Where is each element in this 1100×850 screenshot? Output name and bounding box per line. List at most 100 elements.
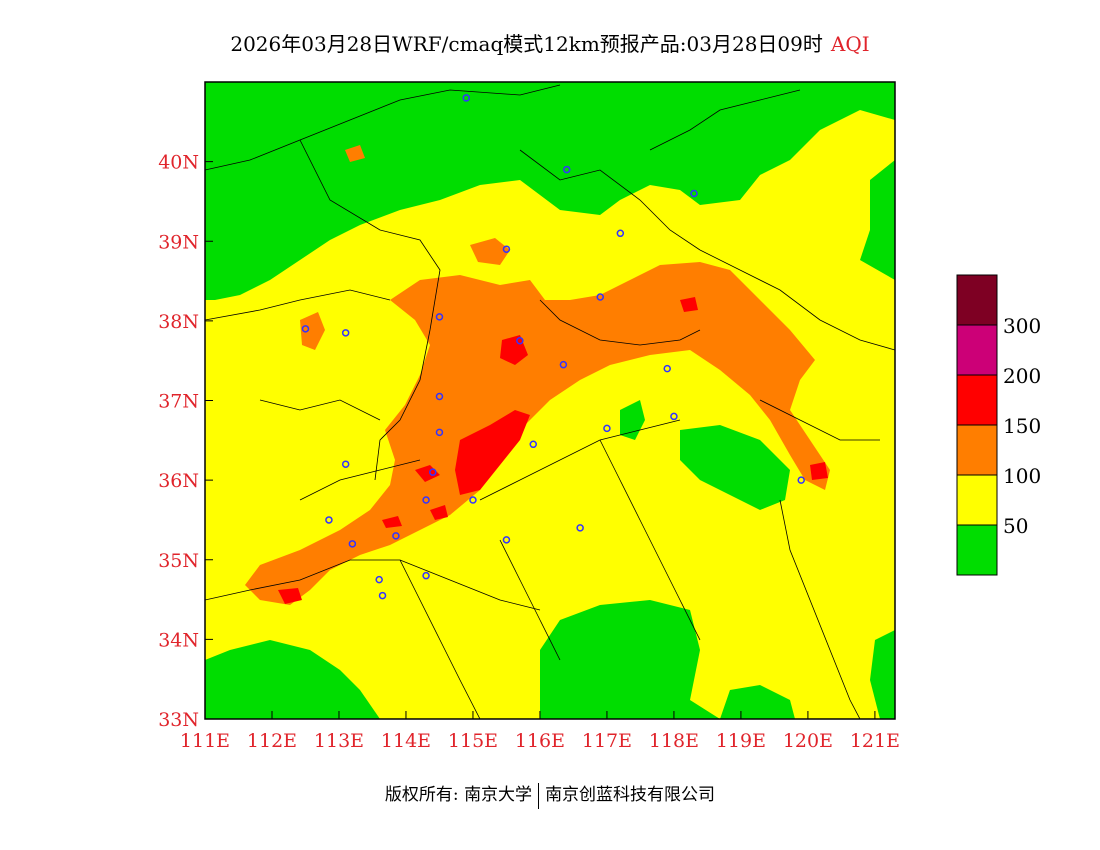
city-marker [616,229,625,238]
lon-tick-label: 114E [381,730,431,752]
aqi-red-patch-6 [680,297,698,312]
title-aqi-tag: AQI [830,32,870,56]
city-marker [516,337,524,345]
city-marker [422,496,430,504]
aqi-green-east-patch [680,425,790,510]
city-marker [562,165,571,174]
city-marker [690,189,698,198]
aqi-green-northeast [860,160,895,280]
city-marker [378,591,387,600]
city-marker [502,245,511,253]
lat-tick-label: 37N [158,391,199,413]
boundary-line [539,299,701,346]
lon-tick-label: 119E [716,730,766,752]
aqi-legend: 300 200 150 100 50 [956,274,1041,576]
city-marker [429,468,437,476]
boundary-line [499,539,561,661]
legend-label-50: 50 [1003,514,1028,538]
copyright-footer: 版权所有: 南京大学 南京创蓝科技有限公司 [0,780,1100,809]
boundary-line [205,84,561,171]
lon-tick-label: 113E [314,730,364,752]
legend-label-300: 300 [1003,314,1041,338]
legend-label-100: 100 [1003,464,1041,488]
aqi-red-patch-1 [500,335,528,365]
city-marker [603,424,611,433]
lat-tick-label: 33N [158,709,199,731]
boundary-line [649,89,801,151]
aqi-red-central [455,410,530,495]
boundary-line [599,439,701,641]
legend-band-200-300 [956,324,998,376]
city-marker [435,428,444,437]
aqi-red-patch-4 [430,505,448,520]
aqi-green-southeast [720,685,795,719]
legend-label-150: 150 [1003,414,1041,438]
lon-tick-label: 118E [649,730,699,752]
copyright-org2: 南京创蓝科技有限公司 [545,785,716,805]
aqi-red-patch-3 [382,516,402,528]
title-text: 2026年03月28日WRF/cmaq模式12km预报产品:03月28日09时 [230,32,823,56]
boundary-line [399,559,481,719]
city-marker [670,412,678,421]
aqi-orange-far-north [345,145,365,162]
boundary-line [519,149,701,251]
lon-tick-label: 120E [783,730,833,752]
copyright-prefix: 版权所有: [384,785,459,805]
map-title: 2026年03月28日WRF/cmaq模式12km预报产品:03月28日09时 A… [0,28,1100,57]
lon-tick-label: 116E [515,730,565,752]
latitude-ticks: 33N 34N 35N 36N 37N 38N 39N 40N [158,152,213,731]
lat-tick-label: 36N [158,470,199,492]
city-marker [596,293,604,301]
boundary-line [259,399,381,421]
lat-tick-label: 39N [158,231,199,253]
longitude-ticks: 111E 112E 113E 114E 115E 116E 117E 118E 119E 120E… [180,711,900,752]
city-marker [559,360,568,369]
city-marker [341,460,350,468]
city-marker [348,540,357,548]
legend-band-150-200 [956,374,998,426]
boundary-line [759,399,880,441]
city-marker [392,532,400,540]
lat-tick-label: 35N [158,550,199,572]
lon-tick-label: 111E [180,730,230,752]
city-marker [422,571,430,580]
legend-band-50-100 [956,474,998,526]
copyright-org1: 南京大学 [464,785,533,805]
lat-tick-label: 40N [158,152,199,174]
city-marker [576,524,584,532]
city-marker [502,536,511,544]
boundary-line [205,559,541,611]
aqi-orange-west-patch [300,312,325,350]
aqi-orange-north-patch [470,238,510,265]
city-marker [435,313,444,321]
lat-tick-label: 38N [158,311,199,333]
city-marker [663,364,671,373]
legend-band-300plus [956,274,998,326]
city-marker [469,496,477,504]
boundary-line [779,499,861,719]
legend-band-0-50 [956,524,998,576]
lon-tick-label: 117E [582,730,632,752]
lon-tick-label: 115E [448,730,498,752]
legend-label-200: 200 [1003,364,1041,388]
boundary-line [299,459,421,501]
city-marker [325,516,333,524]
city-marker [529,440,538,449]
lon-tick-label: 112E [247,730,297,752]
lon-tick-label: 121E [850,730,900,752]
aqi-red-patch-5 [278,588,302,604]
city-markers [301,94,805,600]
lat-tick-label: 34N [158,629,199,651]
city-marker [301,325,310,333]
copyright-separator [538,782,540,809]
aqi-green-south [205,640,380,719]
boundary-line [299,139,441,481]
boundary-line [479,419,681,501]
admin-boundaries [205,84,895,719]
boundary-line [699,249,895,351]
boundary-line [205,289,391,321]
aqi-green-east-edge [870,630,895,719]
city-marker [341,329,350,337]
city-marker [375,575,383,584]
